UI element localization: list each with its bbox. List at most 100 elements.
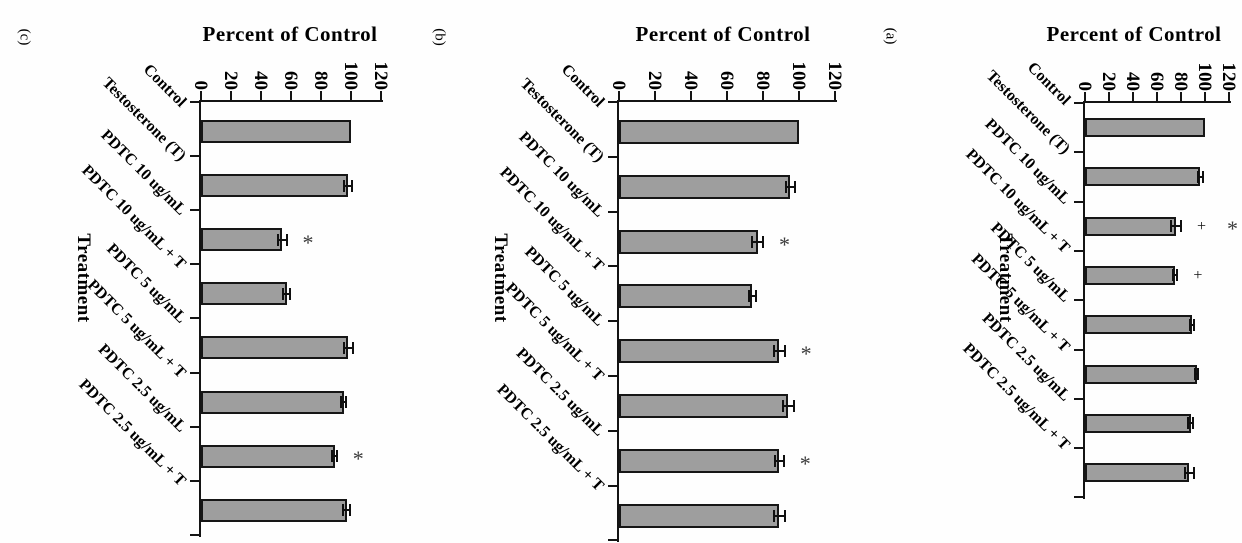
error-bar-cap: [772, 345, 775, 358]
bar: [619, 174, 790, 199]
error-bar-cap: [331, 450, 334, 463]
category-axis-tick: [608, 484, 617, 487]
error-bar-cap: [349, 504, 352, 517]
bar: [1085, 463, 1190, 483]
value-axis-tick: [1204, 92, 1206, 101]
error-bar-cap: [1193, 368, 1196, 380]
error-bar-cap: [1196, 170, 1199, 183]
error-bar-cap: [351, 341, 354, 354]
value-axis-line: [199, 100, 383, 102]
value-axis-tick: [762, 91, 764, 100]
error-bar-cap: [773, 454, 776, 467]
category-axis-tick: [190, 209, 199, 212]
error-bar-cap: [792, 400, 795, 412]
error-bar-cap: [1171, 269, 1174, 282]
significance-star: *: [302, 229, 314, 255]
error-bar-cap: [784, 180, 787, 193]
category-axis-tick: [1074, 496, 1083, 499]
bar: [1085, 118, 1205, 137]
error-bar-cap: [1193, 466, 1196, 479]
error-bar-cap: [1187, 417, 1190, 430]
category-axis-tick: [190, 479, 199, 482]
value-axis-tick: [260, 91, 262, 100]
error-bar: [277, 238, 287, 241]
category-axis-tick: [190, 533, 199, 536]
value-axis-tick: [1108, 92, 1110, 101]
category-axis-tick: [608, 539, 617, 542]
error-bar: [748, 295, 756, 298]
category-axis-tick: [1074, 447, 1083, 450]
category-axis-tick: [1074, 151, 1083, 154]
category-axis-tick: [608, 429, 617, 432]
value-axis-tick: [618, 91, 620, 100]
error-bar-cap: [1201, 170, 1204, 183]
error-bar-cap: [1180, 220, 1182, 233]
value-axis-tick: [230, 91, 232, 100]
error-bar-cap: [344, 396, 347, 408]
category-axis-tick: [1074, 348, 1083, 351]
error-bar-cap: [342, 341, 345, 354]
significance-star: *: [799, 450, 811, 476]
error-bar: [774, 459, 784, 462]
error-bar-cap: [1170, 220, 1173, 233]
value-axis-line: [617, 100, 837, 102]
bar: [1085, 167, 1201, 187]
error-bar-cap: [781, 400, 784, 412]
error-bar-cap: [1183, 466, 1186, 479]
value-axis-tick: [798, 91, 800, 100]
error-bar-cap: [1192, 417, 1194, 430]
significance-star: *: [352, 446, 364, 472]
error-bar: [342, 509, 351, 512]
error-bar-cap: [335, 450, 338, 463]
error-bar: [1171, 225, 1181, 228]
error-bar-cap: [1192, 318, 1195, 331]
category-axis-line: [199, 100, 201, 537]
error-bar: [1172, 274, 1178, 277]
category-axis-tick: [1074, 102, 1083, 104]
value-axis-title: Percent of Control: [202, 22, 378, 46]
error-bar: [282, 292, 291, 295]
value-axis-tick: [726, 91, 728, 100]
value-axis-tick-label: 60: [1146, 72, 1167, 91]
category-axis-tick: [608, 210, 617, 213]
category-label: PDTC 10 ug/mL: [981, 115, 1074, 208]
value-axis-tick: [834, 91, 836, 100]
error-bar: [344, 184, 352, 187]
bar: [619, 284, 753, 309]
value-axis-tick-label: 100: [1194, 62, 1215, 92]
bar: [619, 120, 799, 144]
value-axis-tick: [1156, 92, 1158, 101]
bar: [1085, 364, 1197, 384]
category-axis-tick: [608, 101, 617, 103]
value-axis-tick: [1180, 92, 1182, 101]
category-axis-tick: [1074, 299, 1083, 302]
bar: [1085, 216, 1177, 236]
value-axis-tick: [320, 91, 322, 100]
error-bar-cap: [276, 233, 279, 246]
bar: [1085, 265, 1175, 285]
error-bar-cap: [793, 180, 796, 193]
bar: [1085, 413, 1191, 433]
value-axis-tick: [380, 91, 382, 100]
bar: [619, 229, 758, 254]
error-bar-cap: [751, 235, 754, 248]
value-axis-tick: [654, 91, 656, 100]
error-bar-cap: [289, 287, 292, 300]
category-axis-tick: [608, 155, 617, 158]
error-bar: [782, 405, 794, 407]
category-axis-tick: [190, 101, 199, 103]
error-bar-cap: [762, 235, 764, 248]
error-bar: [1194, 373, 1199, 375]
significance-plus: +: [1193, 267, 1203, 285]
value-axis-tick: [350, 91, 352, 100]
category-axis-tick: [608, 265, 617, 268]
error-bar: [773, 514, 785, 517]
error-bar-cap: [783, 509, 786, 522]
value-axis-tick-label: 120: [1218, 62, 1239, 92]
value-axis-line: [1083, 101, 1231, 103]
category-axis-tick: [190, 263, 199, 266]
